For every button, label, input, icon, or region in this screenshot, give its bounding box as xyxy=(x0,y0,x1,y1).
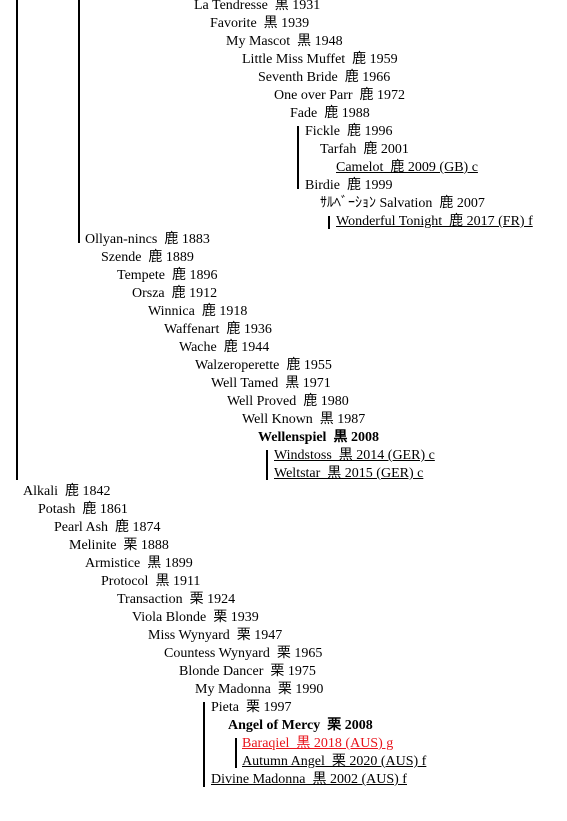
pedigree-entry: Pieta 栗 1997 xyxy=(211,700,292,716)
horse-name: One over Parr 鹿 1972 xyxy=(274,88,406,103)
pedigree-entry: Countess Wynyard 栗 1965 xyxy=(164,646,322,662)
horse-name: Birdie 鹿 1999 xyxy=(305,178,393,193)
horse-name: Well Known 黒 1987 xyxy=(242,412,366,427)
horse-name: Winnica 鹿 1918 xyxy=(148,304,248,319)
pedigree-entry: Viola Blonde 栗 1939 xyxy=(132,610,259,626)
horse-name: My Mascot 黒 1948 xyxy=(226,34,343,49)
pedigree-entry: Szende 鹿 1889 xyxy=(101,250,194,266)
pedigree-entry: Waffenart 鹿 1936 xyxy=(164,322,272,338)
pedigree-entry: Little Miss Muffet 鹿 1959 xyxy=(242,52,398,68)
horse-name: Favorite 黒 1939 xyxy=(210,16,310,31)
connector-line-fade xyxy=(297,126,299,189)
horse-name[interactable]: Baraqiel 黒 2018 (AUS) g xyxy=(242,736,394,751)
pedigree-entry: Divine Madonna 黒 2002 (AUS) f xyxy=(211,772,407,788)
horse-name: Miss Wynyard 栗 1947 xyxy=(148,628,283,643)
horse-name: Little Miss Muffet 鹿 1959 xyxy=(242,52,398,67)
pedigree-entry: Miss Wynyard 栗 1947 xyxy=(148,628,282,644)
pedigree-entry: Walzeroperette 鹿 1955 xyxy=(195,358,332,374)
horse-name: Fickle 鹿 1996 xyxy=(305,124,393,139)
horse-name: Waffenart 鹿 1936 xyxy=(164,322,272,337)
connector-line-angel xyxy=(235,738,237,768)
connector-line-mymadonna xyxy=(203,702,205,787)
pedigree-entry: Well Tamed 黒 1971 xyxy=(211,376,331,392)
connector-line-ollyan xyxy=(78,0,80,243)
horse-name: Armistice 黒 1899 xyxy=(85,556,193,571)
pedigree-entry: Angel of Mercy 栗 2008 xyxy=(228,718,373,734)
connector-line-wellenspiel xyxy=(266,450,268,480)
horse-name: Blonde Dancer 栗 1975 xyxy=(179,664,316,679)
pedigree-entry: Wellenspiel 黒 2008 xyxy=(258,430,379,446)
pedigree-entry: Seventh Bride 鹿 1966 xyxy=(258,70,390,86)
horse-name: Alkali 鹿 1842 xyxy=(23,484,111,499)
horse-name: Fade 鹿 1988 xyxy=(290,106,370,121)
pedigree-entry: Tarfah 鹿 2001 xyxy=(320,142,409,158)
pedigree-entry: Fickle 鹿 1996 xyxy=(305,124,393,140)
pedigree-entry: Transaction 栗 1924 xyxy=(117,592,235,608)
horse-name: Potash 鹿 1861 xyxy=(38,502,128,517)
horse-name: Angel of Mercy 栗 2008 xyxy=(228,718,373,733)
horse-name: Well Tamed 黒 1971 xyxy=(211,376,331,391)
horse-name: Pieta 栗 1997 xyxy=(211,700,292,715)
pedigree-entry: Ollyan-nincs 鹿 1883 xyxy=(85,232,210,248)
pedigree-entry: Pearl Ash 鹿 1874 xyxy=(54,520,161,536)
horse-name: ｻﾙﾍﾞｰｼｮﾝ Salvation 鹿 2007 xyxy=(320,196,485,211)
connector-line-birdie xyxy=(328,216,330,229)
pedigree-entry: Baraqiel 黒 2018 (AUS) g xyxy=(242,736,393,752)
horse-name: Melinite 栗 1888 xyxy=(69,538,169,553)
horse-name[interactable]: Divine Madonna 黒 2002 (AUS) f xyxy=(211,772,407,787)
horse-name: Orsza 鹿 1912 xyxy=(132,286,218,301)
pedigree-entry: Tempete 鹿 1896 xyxy=(117,268,218,284)
pedigree-entry: One over Parr 鹿 1972 xyxy=(274,88,405,104)
pedigree-entry: Weltstar 黒 2015 (GER) c xyxy=(274,466,423,482)
horse-name: Countess Wynyard 栗 1965 xyxy=(164,646,323,661)
horse-name: Walzeroperette 鹿 1955 xyxy=(195,358,332,373)
pedigree-entry: Autumn Angel 栗 2020 (AUS) f xyxy=(242,754,426,770)
pedigree-entry: Potash 鹿 1861 xyxy=(38,502,128,518)
pedigree-entry: La Tendresse 黒 1931 xyxy=(194,0,320,14)
horse-name: Szende 鹿 1889 xyxy=(101,250,194,265)
pedigree-entry: Well Proved 鹿 1980 xyxy=(227,394,349,410)
horse-name: La Tendresse 黒 1931 xyxy=(194,0,321,13)
pedigree-entry: Alkali 鹿 1842 xyxy=(23,484,111,500)
pedigree-entry: Wache 鹿 1944 xyxy=(179,340,269,356)
pedigree-entry: Birdie 鹿 1999 xyxy=(305,178,393,194)
pedigree-entry: Wonderful Tonight 鹿 2017 (FR) f xyxy=(336,214,533,230)
pedigree-entry: Armistice 黒 1899 xyxy=(85,556,193,572)
horse-name[interactable]: Camelot 鹿 2009 (GB) c xyxy=(336,160,478,175)
pedigree-entry: Protocol 黒 1911 xyxy=(101,574,200,590)
horse-name: Pearl Ash 鹿 1874 xyxy=(54,520,161,535)
horse-name[interactable]: Autumn Angel 栗 2020 (AUS) f xyxy=(242,754,427,769)
horse-name[interactable]: Windstoss 黒 2014 (GER) c xyxy=(274,448,435,463)
pedigree-entry: My Mascot 黒 1948 xyxy=(226,34,343,50)
pedigree-entry: Melinite 栗 1888 xyxy=(69,538,169,554)
connector-line-main xyxy=(16,0,18,480)
pedigree-entry: Orsza 鹿 1912 xyxy=(132,286,217,302)
horse-name: Viola Blonde 栗 1939 xyxy=(132,610,259,625)
pedigree-entry: Fade 鹿 1988 xyxy=(290,106,370,122)
horse-name: Wache 鹿 1944 xyxy=(179,340,270,355)
horse-name[interactable]: Weltstar 黒 2015 (GER) c xyxy=(274,466,424,481)
horse-name[interactable]: Wonderful Tonight 鹿 2017 (FR) f xyxy=(336,214,533,229)
horse-name: Well Proved 鹿 1980 xyxy=(227,394,349,409)
horse-name: Protocol 黒 1911 xyxy=(101,574,201,589)
horse-name: Tarfah 鹿 2001 xyxy=(320,142,409,157)
pedigree-entry: Blonde Dancer 栗 1975 xyxy=(179,664,316,680)
pedigree-entry: ｻﾙﾍﾞｰｼｮﾝ Salvation 鹿 2007 xyxy=(320,196,485,212)
pedigree-entry: Windstoss 黒 2014 (GER) c xyxy=(274,448,435,464)
horse-name: Seventh Bride 鹿 1966 xyxy=(258,70,391,85)
horse-name: My Madonna 栗 1990 xyxy=(195,682,324,697)
horse-name: Tempete 鹿 1896 xyxy=(117,268,218,283)
horse-name: Ollyan-nincs 鹿 1883 xyxy=(85,232,210,247)
pedigree-entry: Well Known 黒 1987 xyxy=(242,412,365,428)
pedigree-entry: Favorite 黒 1939 xyxy=(210,16,309,32)
horse-name: Wellenspiel 黒 2008 xyxy=(258,430,379,445)
horse-name: Transaction 栗 1924 xyxy=(117,592,236,607)
pedigree-entry: My Madonna 栗 1990 xyxy=(195,682,323,698)
pedigree-entry: Winnica 鹿 1918 xyxy=(148,304,247,320)
pedigree-entry: Camelot 鹿 2009 (GB) c xyxy=(336,160,478,176)
